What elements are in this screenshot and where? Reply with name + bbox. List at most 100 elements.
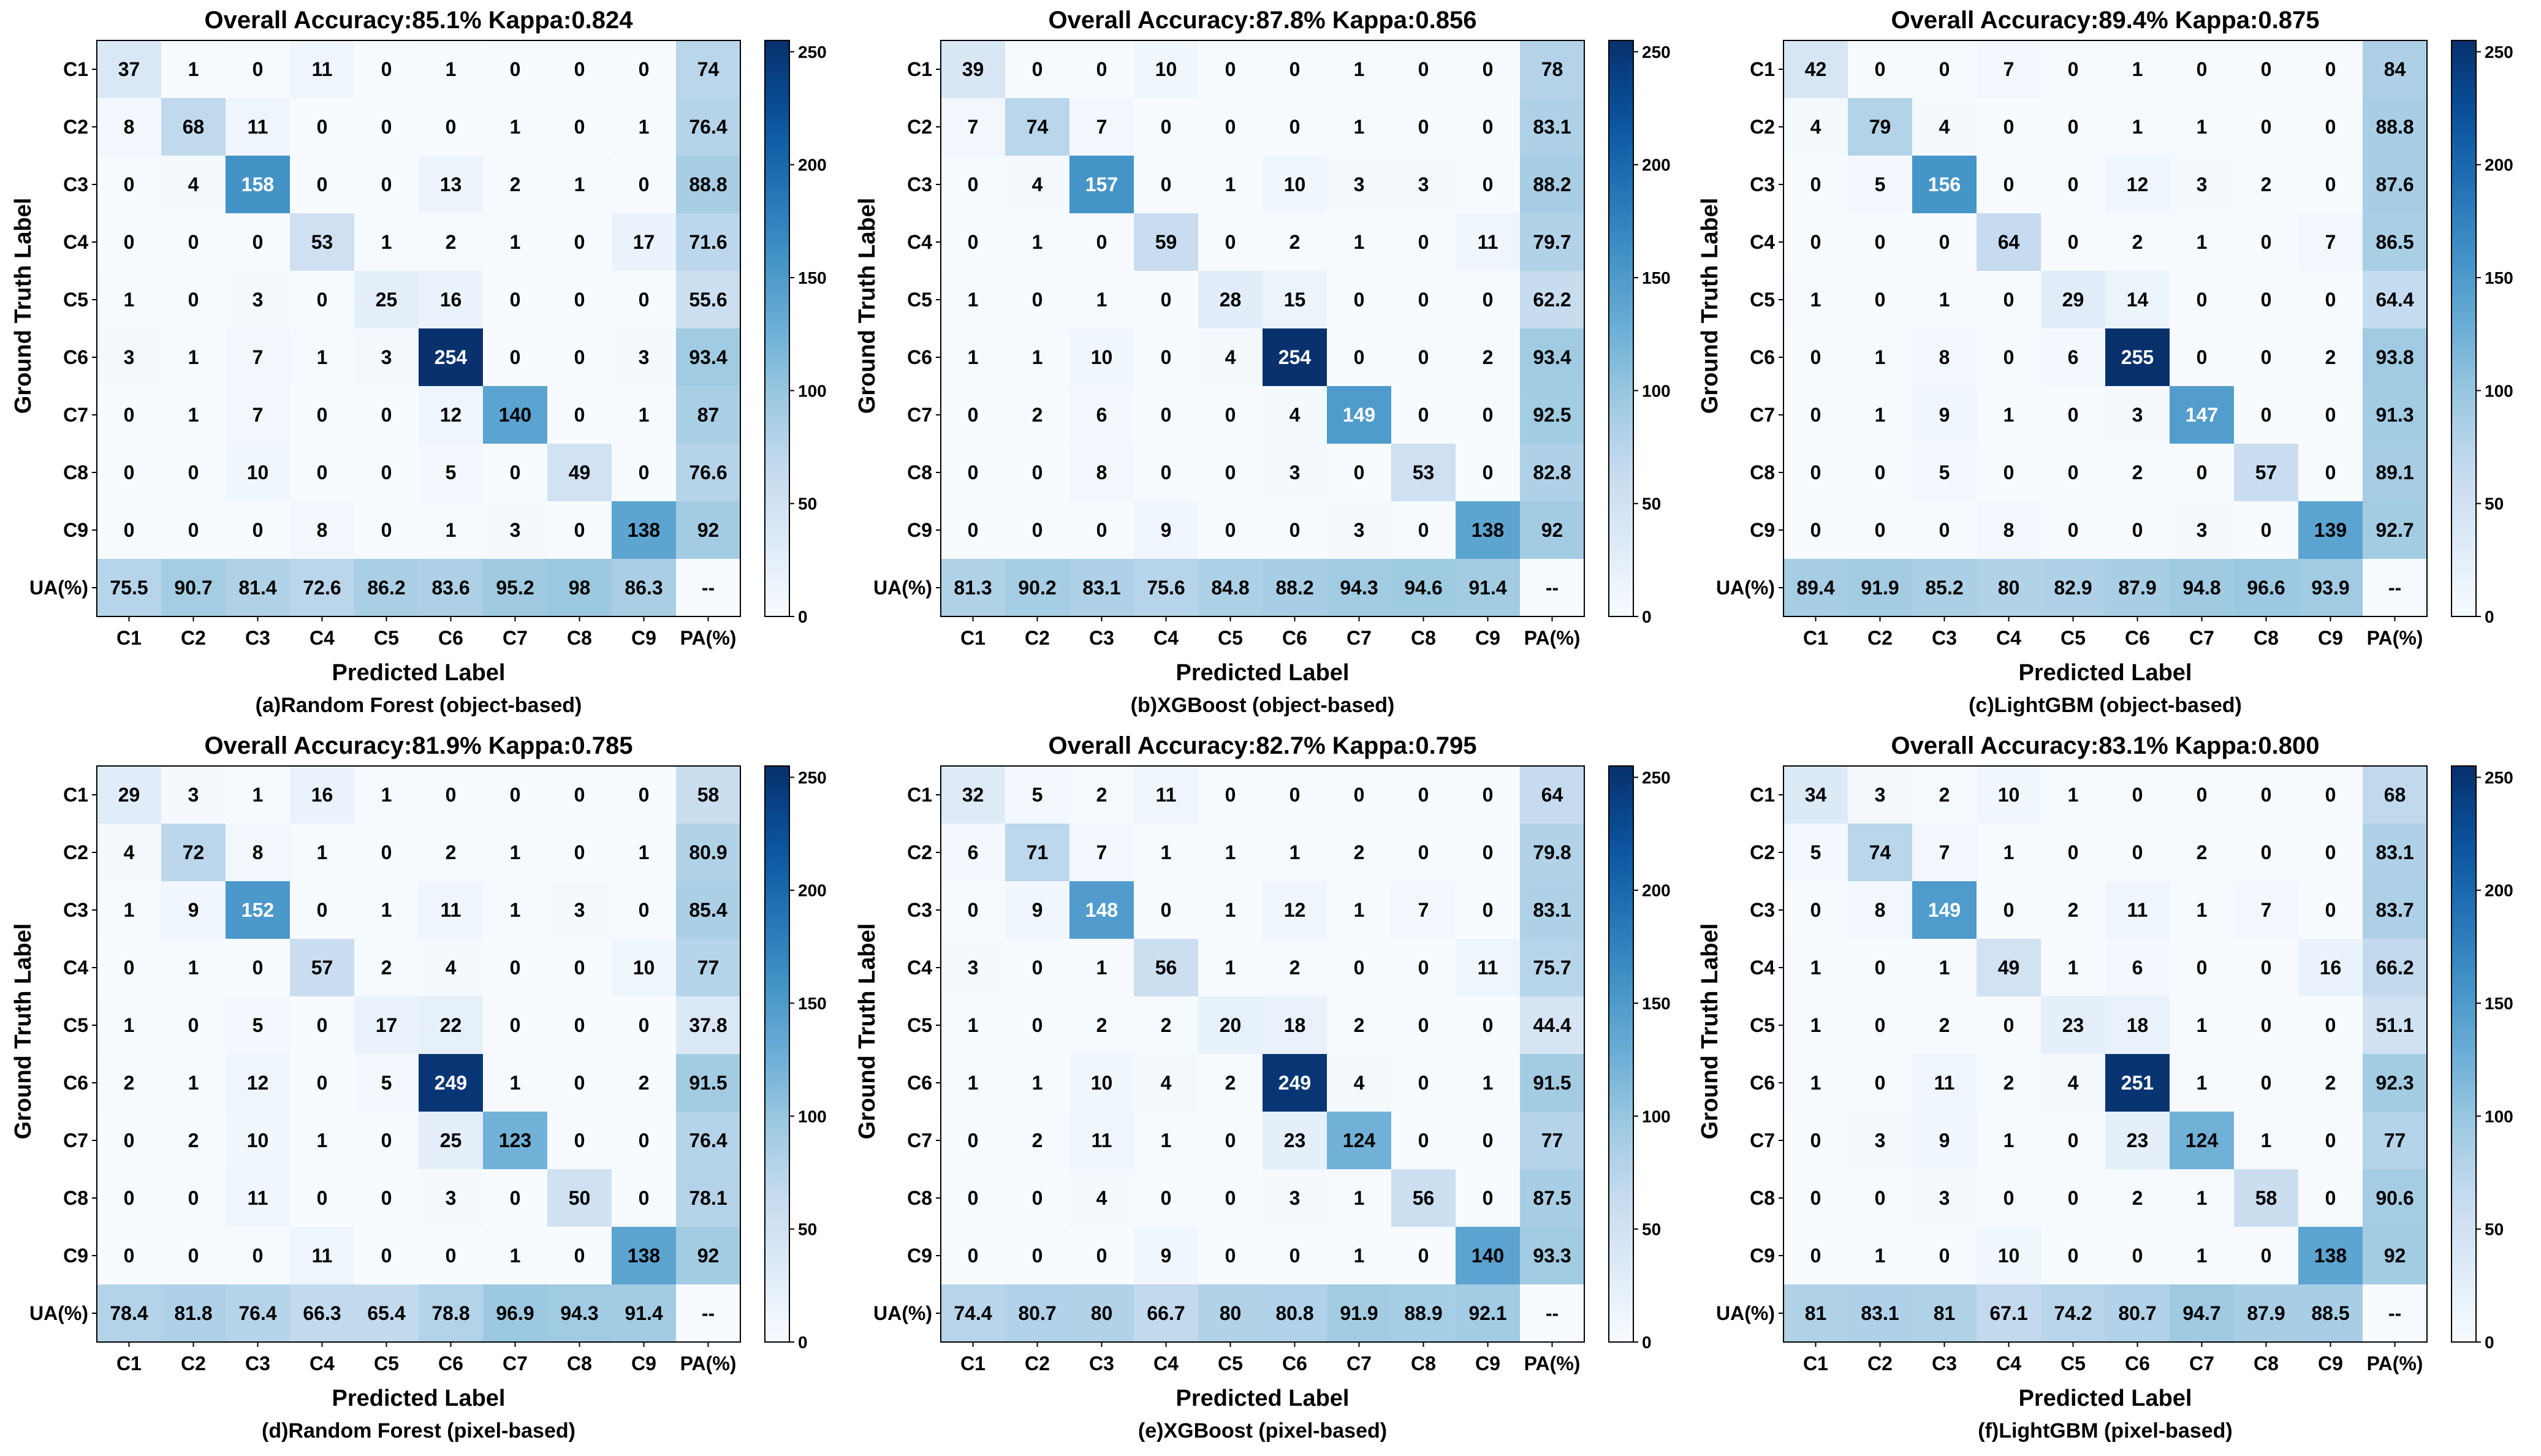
heatmap-cell — [1520, 40, 1584, 98]
heatmap-cell — [1069, 271, 1134, 328]
heatmap-cell — [483, 386, 547, 444]
cell-value-label: 84 — [2384, 58, 2406, 80]
cell-value-label: 1 — [1096, 957, 1107, 979]
cell-value-label: 0 — [2132, 841, 2143, 863]
cell-value-label: 29 — [2062, 289, 2084, 311]
heatmap-cell — [161, 271, 226, 328]
heatmap-cell — [1198, 40, 1263, 98]
colorbar — [1608, 765, 1634, 1343]
heatmap-cell — [2105, 156, 2170, 213]
cell-value-label: -- — [1546, 577, 1559, 599]
y-tick-label: C8 — [63, 461, 88, 483]
cell-value-label: 2 — [2132, 1187, 2143, 1209]
cell-value-label: 0 — [510, 957, 521, 979]
cell-value-label: 0 — [1032, 1245, 1043, 1267]
heatmap-cell — [2234, 40, 2298, 98]
cell-value-label: 86.3 — [625, 577, 663, 599]
cell-value-label: 0 — [1225, 231, 1236, 253]
heatmap-cell — [2234, 271, 2298, 328]
cell-value-label: 3 — [1354, 519, 1365, 541]
heatmap-cell — [1263, 559, 1327, 616]
heatmap-cell — [1977, 271, 2041, 328]
heatmap-cell — [1783, 1054, 1848, 1112]
heatmap-cell — [1134, 559, 1198, 616]
cell-value-label: 76.6 — [689, 461, 727, 483]
heatmap-cell — [612, 881, 676, 939]
heatmap-cell — [2105, 386, 2170, 444]
colorbar-tick-label: 150 — [798, 268, 827, 287]
heatmap-cell — [941, 996, 1005, 1054]
cell-value-label: 80.8 — [1275, 1302, 1313, 1324]
cell-value-label: 10 — [1091, 346, 1113, 368]
cell-value-label: 1 — [1354, 231, 1365, 253]
cell-value-label: 0 — [1875, 1187, 1886, 1209]
x-tick-label: C1 — [960, 1352, 986, 1374]
cell-value-label: 66.2 — [2376, 957, 2414, 979]
heatmap-cell — [1005, 559, 1069, 616]
x-tick-label: C3 — [245, 1352, 270, 1374]
heatmap-cell — [1520, 1169, 1584, 1227]
heatmap-frame — [1783, 765, 2428, 1343]
cell-value-label: 0 — [1483, 289, 1494, 311]
heatmap-cell — [1977, 1169, 2041, 1227]
heatmap-cell — [1069, 881, 1134, 939]
x-tick-label: C3 — [1932, 1352, 1957, 1374]
heatmap-cell — [290, 444, 354, 501]
cell-value-label: 0 — [1418, 404, 1429, 426]
cell-value-label: 0 — [2261, 1014, 2272, 1036]
heatmap-cell — [547, 881, 612, 939]
heatmap-cell — [2298, 1112, 2363, 1169]
y-tick-label: C7 — [907, 404, 932, 426]
cell-value-label: 0 — [1225, 58, 1236, 80]
cell-value-label: 1 — [510, 841, 521, 863]
heatmap-cell — [419, 1227, 483, 1284]
heatmap-cell — [1005, 444, 1069, 501]
cell-value-label: 1 — [968, 346, 979, 368]
heatmap-cell — [1263, 40, 1327, 98]
cell-value-label: 0 — [1161, 116, 1172, 138]
heatmap-cell — [1198, 996, 1263, 1054]
cell-value-label: 0 — [381, 173, 392, 195]
cell-value-label: 0 — [2004, 346, 2015, 368]
cell-value-label: 4 — [124, 841, 135, 863]
heatmap-cell — [290, 213, 354, 271]
cell-value-label: 0 — [968, 899, 979, 921]
cell-value-label: 0 — [639, 1014, 650, 1036]
cell-value-label: 3 — [639, 346, 650, 368]
cell-value-label: 2 — [1096, 784, 1107, 806]
cell-value-label: 0 — [510, 461, 521, 483]
cell-value-label: 1 — [317, 1129, 328, 1151]
heatmap-cell — [2041, 766, 2105, 824]
heatmap-cell — [2298, 386, 2363, 444]
x-tick-label: C3 — [1089, 627, 1114, 649]
x-tick-label: C5 — [374, 627, 399, 649]
heatmap-cell — [290, 559, 354, 616]
cell-value-label: 49 — [569, 461, 591, 483]
cell-value-label: 1 — [2197, 116, 2208, 138]
cell-value-label: 66.3 — [303, 1302, 341, 1324]
cell-value-label: 0 — [2261, 1245, 2272, 1267]
y-tick-label: UA(%) — [1716, 577, 1775, 599]
cell-value-label: 37 — [118, 58, 140, 80]
y-axis-label: Ground Truth Label — [854, 923, 880, 1140]
heatmap-cell — [2170, 1054, 2234, 1112]
cell-value-label: 0 — [1418, 957, 1429, 979]
heatmap-cell — [1327, 501, 1391, 559]
heatmap-cell — [1198, 444, 1263, 501]
cell-value-label: -- — [702, 1302, 715, 1324]
heatmap-cell — [2298, 98, 2363, 156]
cell-value-label: 0 — [2261, 1072, 2272, 1094]
cell-value-label: 83.7 — [2376, 899, 2414, 921]
heatmap-cell — [1456, 40, 1520, 98]
heatmap-cell — [2105, 939, 2170, 996]
cell-value-label: 76.4 — [689, 116, 727, 138]
cell-value-label: 0 — [1939, 1245, 1950, 1267]
cell-value-label: 0 — [381, 461, 392, 483]
heatmap-cell — [354, 98, 419, 156]
cell-value-label: 0 — [968, 1129, 979, 1151]
heatmap-cell — [226, 501, 290, 559]
heatmap-cell — [1977, 559, 2041, 616]
heatmap-cell — [1848, 271, 1912, 328]
cell-value-label: 4 — [188, 173, 199, 195]
